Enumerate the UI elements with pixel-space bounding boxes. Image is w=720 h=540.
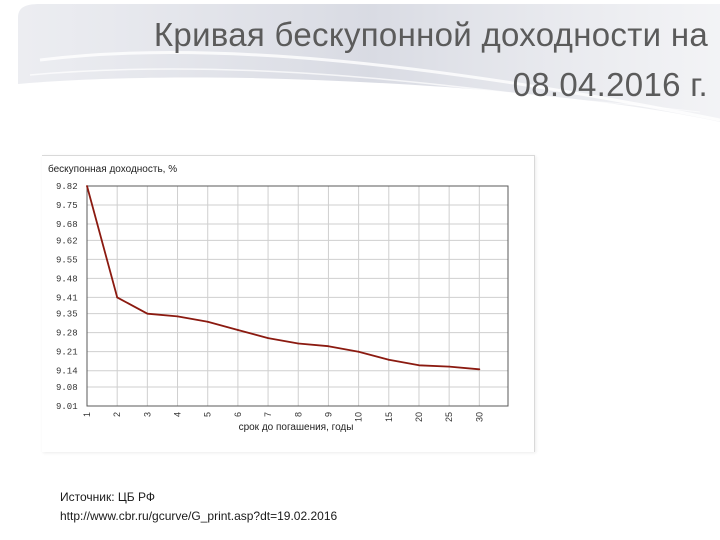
data-point [297,342,300,345]
data-point [176,315,179,318]
plot-border [86,185,509,407]
y-tick-label: 9.28 [56,329,78,339]
source-url: http://www.cbr.ru/gcurve/G_print.asp?dt=… [60,509,338,523]
x-tick-label: 8 [293,412,303,417]
y-tick-label: 9.35 [56,310,78,320]
x-tick-label: 5 [203,412,213,417]
plot-area-border [86,185,509,407]
x-tick-label: 6 [233,412,243,417]
data-point [327,345,330,348]
yield-curve-chart: бескупонная доходность, % 9.01 9.08 9.14 9.… [42,155,535,452]
y-tick-label: 9.08 [56,383,78,393]
y-tick-label: 9.48 [56,274,78,284]
header-swoosh [18,4,720,122]
y-tick-label: 9.55 [56,255,78,265]
x-tick-label: 20 [414,412,424,422]
chart-title: бескупонная доходность, % [48,163,177,175]
y-tick-label: 9.21 [56,348,78,358]
x-tick-label: 4 [173,412,183,417]
data-point [387,358,390,361]
source-note: Источник: ЦБ РФ http://www.cbr.ru/gcurve… [60,488,480,526]
x-tick-label: 30 [474,412,484,422]
slide-title: Кривая бескупонной доходности на 08.04.2… [153,16,708,103]
x-tick-label: 7 [263,412,273,417]
data-point [86,185,88,187]
data-point [116,296,119,299]
y-tick-label: 9.14 [56,367,78,377]
data-point [418,364,420,367]
series-layer [86,185,481,371]
x-tick-label: 3 [142,412,152,417]
y-tick-label: 9.41 [56,293,78,303]
y-tick-label: 9.01 [56,402,78,412]
yield-curve-line [86,185,480,371]
source-label: Источник: ЦБ РФ [60,490,155,504]
grid-lines [86,185,508,407]
x-tick-label: 9 [323,412,333,417]
data-point [357,350,360,353]
data-point [236,329,239,331]
data-point [146,312,149,315]
data-point [206,320,209,323]
y-tick-labels: 9.01 9.08 9.14 9.21 9.28 9.35 9.41 9.48 9.55 9.62… [56,182,78,412]
y-tick-label: 9.62 [56,236,78,246]
x-tick-label: 2 [112,412,122,417]
x-tick-label: 15 [384,412,394,422]
data-point [478,368,481,371]
x-axis-label: срок до погашения, годы [239,422,354,433]
data-point [448,365,451,368]
y-tick-label: 9.75 [56,201,78,211]
x-tick-labels: 1 2 3 4 5 6 7 8 9 10 15 20 25 30 [82,412,484,422]
yield-curve-plot: бескупонная доходность, % 9.019.089.149.… [48,163,509,433]
x-tick-label: 1 [82,412,92,417]
data-point [267,337,269,339]
x-tick-label: 25 [444,412,454,422]
x-tick-label: 10 [354,412,364,422]
y-tick-label: 9.82 [56,182,78,192]
y-tick-label: 9.68 [56,220,78,230]
